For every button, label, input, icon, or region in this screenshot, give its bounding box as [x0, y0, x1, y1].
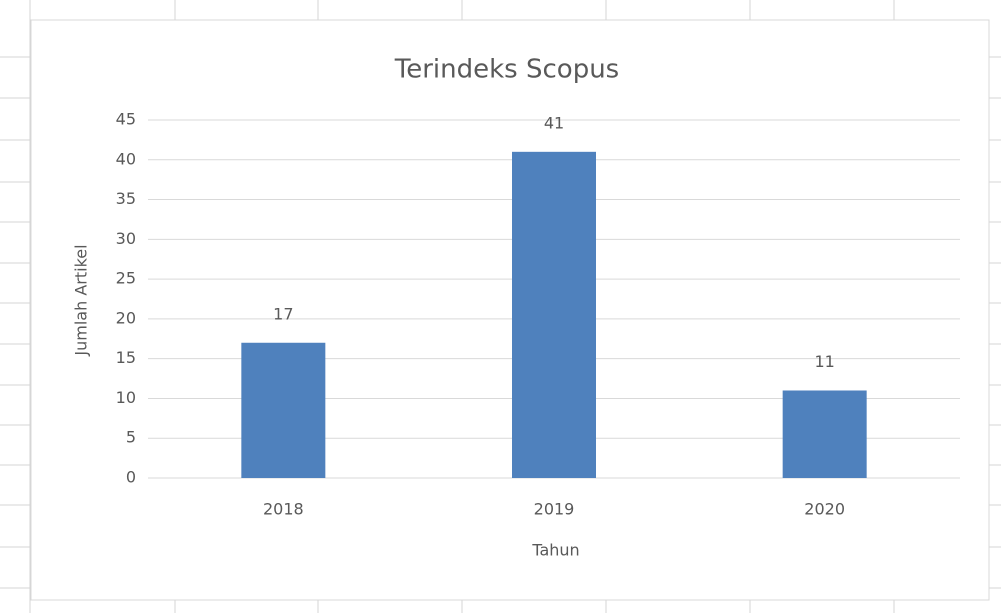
x-tick-label: 2018: [263, 500, 304, 519]
y-axis-title: Jumlah Artikel: [72, 244, 91, 356]
data-label: 41: [544, 113, 564, 132]
x-tick-label: 2020: [804, 500, 845, 519]
x-axis-title: Tahun: [531, 541, 579, 560]
y-tick-label: 10: [116, 388, 136, 407]
y-tick-label: 30: [116, 229, 136, 248]
y-tick-label: 15: [116, 348, 136, 367]
chart-title: Terindeks Scopus: [394, 55, 619, 85]
chart-area: [30, 19, 990, 601]
data-label: 11: [814, 352, 834, 371]
y-tick-label: 25: [116, 269, 136, 288]
plot: 0 5 10 15 20 25 30 35 40 45 2018 17 2019 41 2020 11: [116, 110, 960, 519]
y-tick-label: 35: [116, 189, 136, 208]
y-tick-label: 0: [126, 468, 136, 487]
bar: [512, 151, 596, 479]
y-tick-label: 40: [116, 149, 136, 168]
y-tick-label: 5: [126, 428, 136, 447]
x-tick-label: 2019: [534, 500, 575, 519]
y-tick-label: 20: [116, 308, 136, 327]
bar: [782, 390, 867, 478]
data-label: 17: [273, 304, 293, 323]
y-tick-label: 45: [116, 110, 136, 129]
bar: [241, 342, 326, 478]
